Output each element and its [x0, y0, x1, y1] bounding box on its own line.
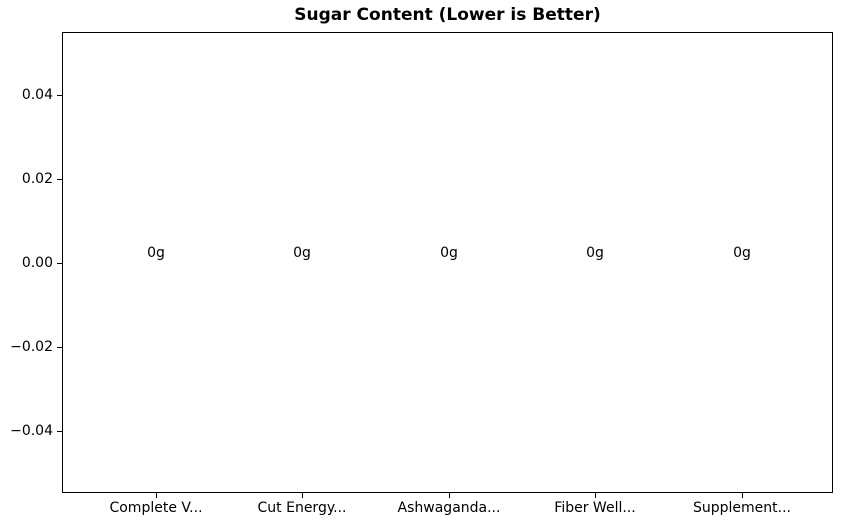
- plot-area: [62, 32, 833, 493]
- y-tick-label: 0.04: [21, 87, 53, 103]
- bar-value-label: 0g: [586, 245, 604, 261]
- x-tick-mark: [742, 493, 743, 498]
- bar-value-label: 0g: [440, 245, 458, 261]
- bar-value-label: 0g: [733, 245, 751, 261]
- y-tick-label: 0.00: [21, 255, 53, 271]
- y-tick-label: −0.04: [10, 423, 53, 439]
- x-tick-label: Ashwaganda...: [397, 500, 501, 516]
- y-tick-mark: [57, 263, 62, 264]
- x-tick-mark: [302, 493, 303, 498]
- x-tick-label: Cut Energy...: [257, 500, 347, 516]
- y-tick-mark: [57, 179, 62, 180]
- x-tick-label: Complete V...: [109, 500, 203, 516]
- bar-value-label: 0g: [147, 245, 165, 261]
- x-tick-label: Fiber Well...: [554, 500, 636, 516]
- bar-value-label: 0g: [293, 245, 311, 261]
- x-tick-mark: [449, 493, 450, 498]
- y-tick-mark: [57, 431, 62, 432]
- y-tick-label: 0.02: [21, 171, 53, 187]
- x-tick-label: Supplement...: [693, 500, 791, 516]
- x-tick-mark: [595, 493, 596, 498]
- chart-title: Sugar Content (Lower is Better): [294, 5, 601, 25]
- y-tick-label: −0.02: [10, 339, 53, 355]
- x-tick-mark: [156, 493, 157, 498]
- y-tick-mark: [57, 95, 62, 96]
- y-tick-mark: [57, 347, 62, 348]
